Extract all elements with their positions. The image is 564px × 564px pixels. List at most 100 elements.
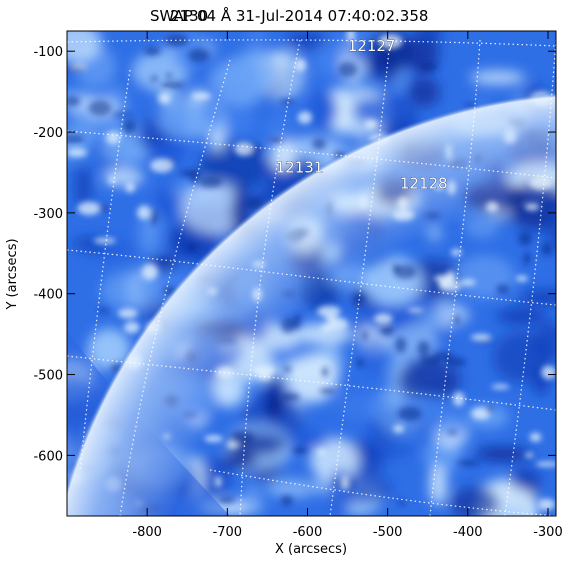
texture-knot (93, 237, 116, 244)
texture-knot (150, 75, 158, 82)
active-region-label: 12127 (348, 37, 396, 55)
texture-knot (142, 263, 158, 280)
texture-blob (309, 91, 338, 129)
texture-knot (88, 100, 112, 116)
texture-knot (365, 119, 378, 129)
y-axis-label: Y (arcsecs) (5, 238, 20, 310)
texture-knot (144, 46, 161, 56)
texture-blob (74, 165, 92, 209)
euv-image (67, 31, 556, 516)
grid-line (239, 39, 301, 516)
texture-knot (185, 243, 198, 251)
y-tick-label: -400 (33, 288, 63, 303)
texture-knot (117, 308, 138, 319)
x-tick-label: -500 (373, 525, 403, 540)
texture-blob (228, 48, 278, 94)
axis-ticks (67, 31, 556, 516)
texture-blob (103, 168, 144, 187)
grid-line (329, 39, 391, 516)
grid-line (67, 355, 556, 411)
texture-knot (419, 62, 438, 72)
grid-line (79, 69, 131, 471)
limb-glow (67, 91, 556, 516)
texture-knot (346, 31, 355, 42)
texture-blob (470, 70, 525, 85)
texture-knot (67, 135, 85, 144)
plot-title: SWAP 2130 04 Å 31-Jul-2014 07:40:02.358 (150, 6, 428, 25)
texture-knot (150, 158, 174, 173)
plot-frame (66, 30, 557, 517)
texture-knot (137, 205, 151, 220)
texture-blob (407, 76, 440, 108)
texture-knot (67, 148, 88, 157)
texture-knot (188, 48, 210, 63)
texture-blob (68, 105, 95, 154)
texture-knot (77, 201, 101, 216)
texture-knot (98, 308, 109, 314)
texture-knot (312, 138, 326, 150)
y-tick-labels: -100 -200 -300 -400 -500 -600 (33, 45, 63, 464)
y-tick-label: -500 (33, 369, 63, 384)
texture-blob (67, 31, 102, 63)
grid-line (209, 469, 556, 516)
texture-blob (417, 31, 443, 47)
active-region-label: 12128 (400, 175, 448, 193)
texture-knot (165, 73, 173, 79)
texture-knot (338, 61, 358, 77)
texture-blob (248, 31, 267, 51)
texture-knot (123, 321, 140, 334)
texture-blob (132, 50, 189, 92)
x-tick-labels: -800 -700 -600 -500 -400 -300 (132, 525, 562, 540)
texture-knot (165, 34, 189, 47)
texture-knot (191, 92, 212, 100)
grid-line (504, 39, 556, 516)
heliographic-grid (67, 39, 556, 516)
x-tick-label: -400 (453, 525, 483, 540)
texture-blob (203, 87, 224, 126)
y-tick-label: -100 (33, 45, 63, 60)
x-tick-label: -800 (132, 525, 162, 540)
active-region-label: 12131 (276, 158, 324, 176)
texture-knot (67, 66, 86, 73)
texture-knot (297, 111, 313, 124)
grid-line (429, 39, 481, 516)
texture-knot (67, 96, 81, 107)
texture-blob (180, 182, 248, 234)
texture-blob (348, 45, 374, 61)
texture-blob (314, 39, 340, 79)
title-overlap-a: SWAP (150, 7, 193, 25)
texture-blob (351, 96, 417, 125)
texture-blob (100, 271, 159, 311)
x-tick-label: -600 (293, 525, 323, 540)
title-main: 04 Å 31-Jul-2014 07:40:02.358 (197, 6, 428, 25)
texture-knot (149, 209, 158, 225)
texture-knot (125, 182, 135, 193)
texture-knot (122, 119, 137, 134)
y-tick-label: -200 (33, 126, 63, 141)
y-tick-label: -300 (33, 207, 63, 222)
texture-knot (268, 137, 284, 143)
texture-knot (280, 98, 295, 105)
grid-line (67, 39, 556, 47)
texture-knot (234, 142, 254, 156)
x-tick-label: -300 (533, 525, 563, 540)
title-overlap-b: 2130 (170, 7, 208, 25)
texture-knot (199, 176, 223, 188)
grid-line (119, 59, 231, 516)
x-axis-label: X (arcsecs) (275, 542, 347, 557)
texture-blob (270, 139, 295, 172)
texture-knot (111, 112, 132, 117)
texture-knot (160, 81, 185, 89)
grid-line (67, 249, 556, 306)
active-region-labels: 12127 12131 12128 (275, 37, 448, 193)
texture-knot (158, 92, 171, 104)
texture-knot (294, 58, 307, 72)
texture-knot (190, 170, 199, 185)
texture-knot (105, 131, 121, 145)
x-tick-label: -700 (213, 525, 243, 540)
texture-knot (98, 203, 108, 213)
grid-line (67, 130, 556, 179)
y-tick-label: -600 (33, 449, 63, 464)
